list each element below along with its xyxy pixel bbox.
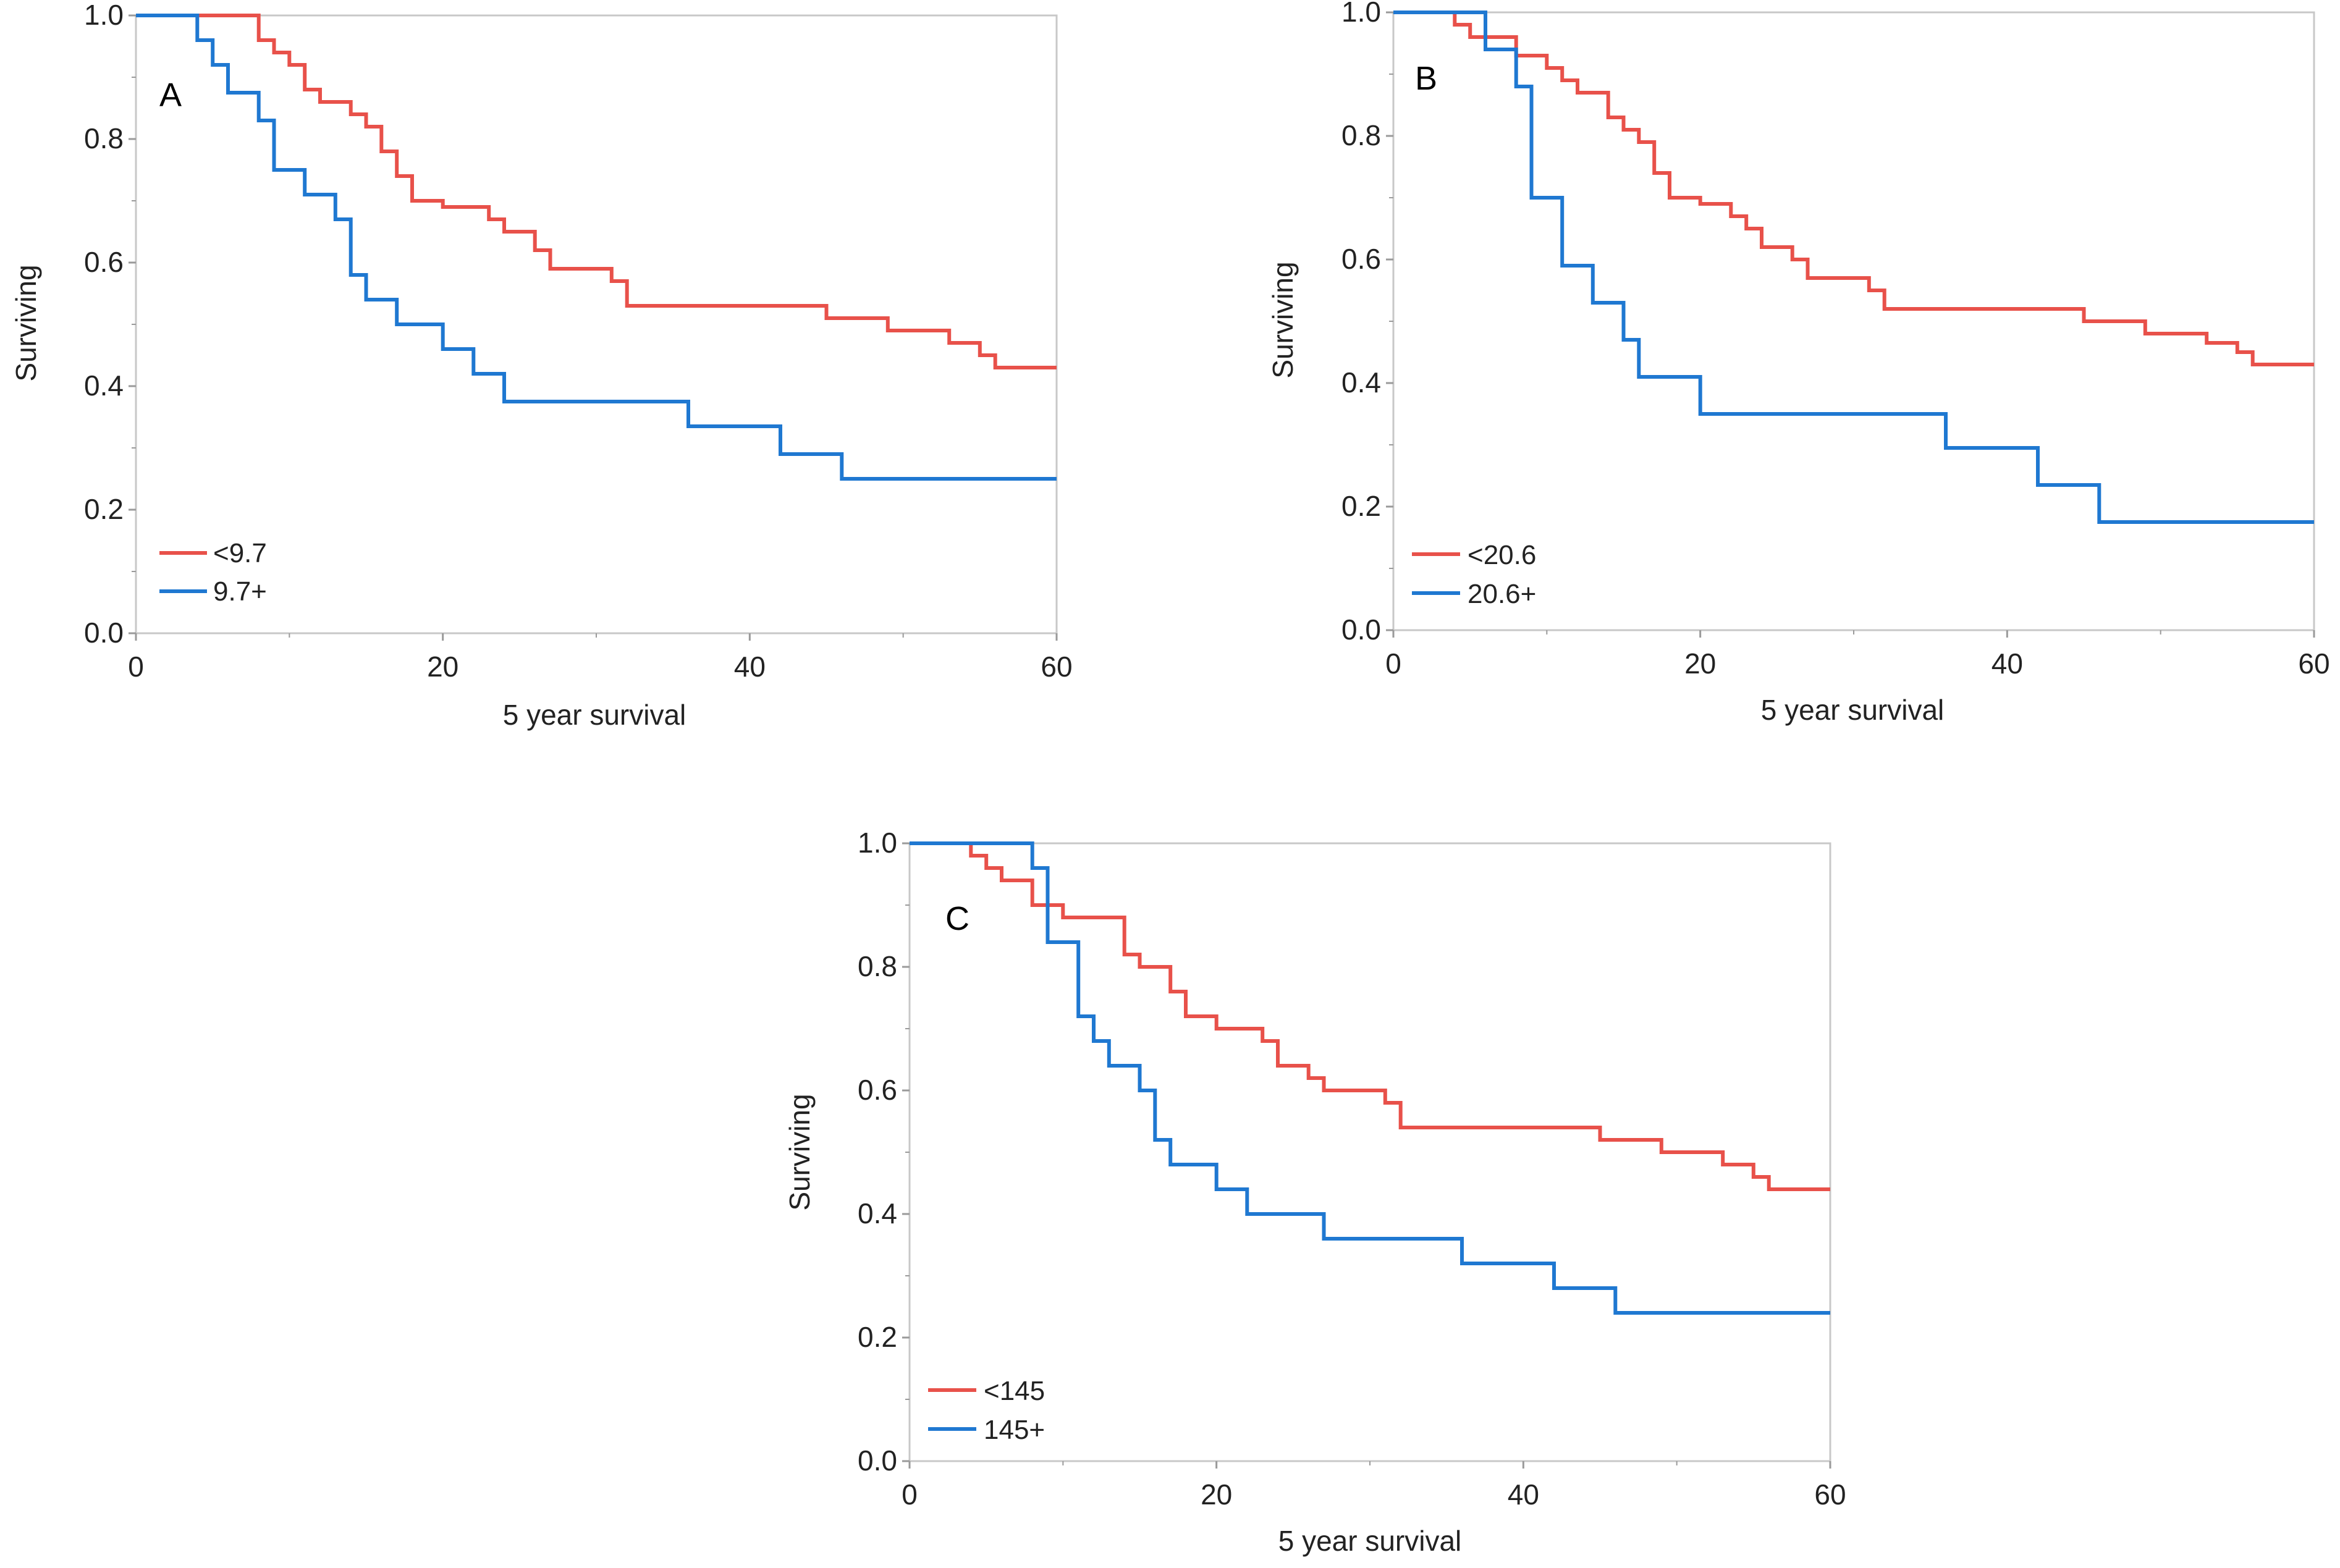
y-tick-label: 0.2 [858, 1321, 897, 1353]
y-tick-label: 0.4 [1341, 366, 1381, 398]
legend-label-series-2: 145+ [984, 1415, 1045, 1445]
series-lines [1393, 11, 2314, 524]
series-lines [910, 841, 1830, 1315]
y-tick-label: 0.8 [1341, 119, 1381, 151]
x-axis-title: 5 year survival [503, 699, 686, 731]
series-lines [136, 14, 1057, 481]
panel-label-a: A [159, 77, 182, 114]
y-axis-title: Surviving [1267, 261, 1299, 378]
chart-panel-a: 0.0 0.2 0.4 0.6 0.8 1.0 0 20 40 60 A 5 year survi… [10, 0, 1073, 731]
legend-label-series-1: <145 [984, 1376, 1045, 1406]
y-tick-label: 0.8 [84, 122, 124, 154]
y-axis-title: Surviving [10, 264, 42, 381]
x-tick-label: 0 [128, 651, 144, 683]
x-tick-label: 40 [734, 651, 766, 683]
y-tick-label: 0.8 [858, 950, 897, 982]
y-tick-label: 0.0 [84, 617, 124, 649]
x-tick-label: 60 [2298, 647, 2329, 680]
chart-panel-c: 0.0 0.2 0.4 0.6 0.8 1.0 0 20 40 60 C 5 year survi… [784, 827, 1846, 1557]
legend-label-series-1: <20.6 [1468, 540, 1536, 570]
x-tick-label: 0 [902, 1478, 918, 1511]
y-tick-label: 0.4 [858, 1197, 897, 1229]
plot-frame [1392, 11, 2315, 631]
chart-panel-b: 0.0 0.2 0.4 0.6 0.8 1.0 0 20 40 60 B 5 year survi… [1267, 0, 2330, 726]
x-tick-label: 20 [427, 651, 458, 683]
survival-curve-series-2 [136, 14, 1057, 481]
legend: <20.6 20.6+ [1412, 540, 1536, 609]
survival-curve-series-2 [1393, 11, 2314, 524]
x-tick-label: 20 [1684, 647, 1716, 680]
y-tick-label: 1.0 [84, 0, 124, 31]
survival-curve-series-1 [136, 14, 1057, 369]
x-tick-label: 40 [1992, 647, 2023, 680]
y-tick-label: 0.6 [1341, 243, 1381, 275]
survival-curve-series-2 [910, 841, 1830, 1315]
axis-ticks: 0.0 0.2 0.4 0.6 0.8 1.0 0 20 40 60 [858, 827, 1846, 1511]
survival-curve-series-1 [1393, 11, 2314, 366]
survival-curve-series-1 [910, 841, 1830, 1191]
x-tick-label: 60 [1814, 1478, 1846, 1511]
x-tick-label: 20 [1201, 1478, 1232, 1511]
x-axis-title: 5 year survival [1761, 694, 1945, 726]
axis-ticks: 0.0 0.2 0.4 0.6 0.8 1.0 0 20 40 60 [84, 0, 1073, 683]
y-tick-label: 1.0 [858, 827, 897, 859]
y-tick-label: 0.0 [858, 1444, 897, 1477]
panel-label-c: C [945, 900, 969, 937]
y-tick-label: 0.4 [84, 369, 124, 402]
plot-frame [135, 14, 1058, 634]
x-axis-title: 5 year survival [1278, 1525, 1462, 1557]
y-axis-title: Surviving [784, 1094, 816, 1210]
x-tick-label: 40 [1508, 1478, 1539, 1511]
panel-label-b: B [1415, 60, 1437, 97]
y-tick-label: 1.0 [1341, 0, 1381, 28]
y-tick-label: 0.2 [1341, 490, 1381, 522]
legend-label-series-1: <9.7 [213, 538, 267, 568]
y-tick-label: 0.0 [1341, 613, 1381, 646]
y-tick-label: 0.2 [84, 493, 124, 525]
y-tick-label: 0.6 [84, 246, 124, 278]
legend: <145 145+ [928, 1376, 1045, 1445]
legend-label-series-2: 9.7+ [213, 576, 267, 607]
legend: <9.7 9.7+ [159, 538, 267, 607]
x-tick-label: 0 [1385, 647, 1401, 680]
axis-ticks: 0.0 0.2 0.4 0.6 0.8 1.0 0 20 40 60 [1341, 0, 2330, 680]
legend-label-series-2: 20.6+ [1468, 579, 1536, 609]
x-tick-label: 60 [1041, 651, 1072, 683]
y-tick-label: 0.6 [858, 1074, 897, 1106]
